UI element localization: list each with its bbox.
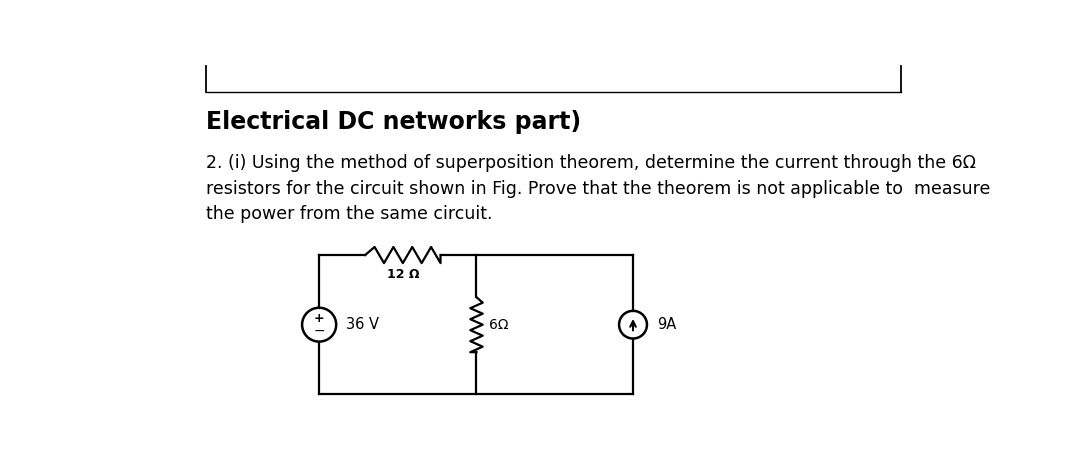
Text: 9A: 9A xyxy=(657,317,676,332)
Text: 36 V: 36 V xyxy=(347,317,379,332)
Text: 12 Ω: 12 Ω xyxy=(387,268,419,281)
Text: the power from the same circuit.: the power from the same circuit. xyxy=(206,205,492,223)
Text: resistors for the circuit shown in Fig. Prove that the theorem is not applicable: resistors for the circuit shown in Fig. … xyxy=(206,180,990,198)
Text: 6Ω: 6Ω xyxy=(489,317,509,332)
Text: −: − xyxy=(313,324,325,338)
Text: Electrical DC networks part): Electrical DC networks part) xyxy=(206,110,581,134)
Text: 2. (i) Using the method of superposition theorem, determine the current through : 2. (i) Using the method of superposition… xyxy=(206,154,976,172)
Text: +: + xyxy=(314,312,324,325)
